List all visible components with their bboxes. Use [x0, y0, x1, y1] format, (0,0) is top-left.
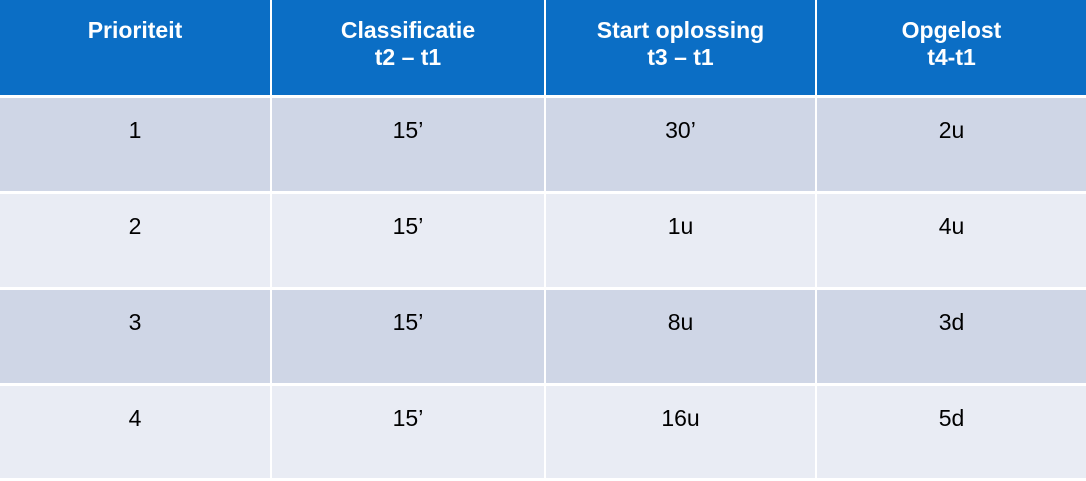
header-label: Classificatie [340, 17, 476, 43]
header-start-oplossing: Start oplossing t3 – t1 [545, 0, 817, 98]
cell-classificatie: 15’ [271, 96, 546, 194]
cell-opgelost: 5d [816, 384, 1086, 481]
cell-start-oplossing: 16u [545, 384, 817, 481]
cell-start-oplossing: 1u [545, 192, 817, 290]
header-sublabel: t3 – t1 [647, 44, 714, 70]
header-opgelost: Opgelost t4-t1 [816, 0, 1086, 98]
cell-classificatie: 15’ [271, 288, 546, 386]
cell-classificatie: 15’ [271, 384, 546, 481]
cell-prioriteit: 2 [0, 192, 272, 290]
table-row: 3 15’ 8u 3d [0, 288, 1086, 386]
table-row: 1 15’ 30’ 2u [0, 96, 1086, 194]
cell-start-oplossing: 8u [545, 288, 817, 386]
header-prioriteit: Prioriteit [0, 0, 272, 98]
table-header-row: Prioriteit Classificatie t2 – t1 Start o… [0, 0, 1086, 98]
header-label: Start oplossing [596, 17, 765, 43]
header-label: Prioriteit [87, 17, 183, 43]
header-sublabel: t2 – t1 [374, 44, 442, 70]
header-sublabel: t4-t1 [927, 44, 976, 70]
header-label: Opgelost [901, 17, 1002, 43]
cell-opgelost: 3d [816, 288, 1086, 386]
cell-prioriteit: 3 [0, 288, 272, 386]
table-row: 4 15’ 16u 5d [0, 384, 1086, 481]
header-classificatie: Classificatie t2 – t1 [271, 0, 546, 98]
cell-classificatie: 15’ [271, 192, 546, 290]
cell-start-oplossing: 30’ [545, 96, 817, 194]
cell-prioriteit: 4 [0, 384, 272, 481]
cell-opgelost: 4u [816, 192, 1086, 290]
cell-opgelost: 2u [816, 96, 1086, 194]
cell-prioriteit: 1 [0, 96, 272, 194]
table-row: 2 15’ 1u 4u [0, 192, 1086, 290]
